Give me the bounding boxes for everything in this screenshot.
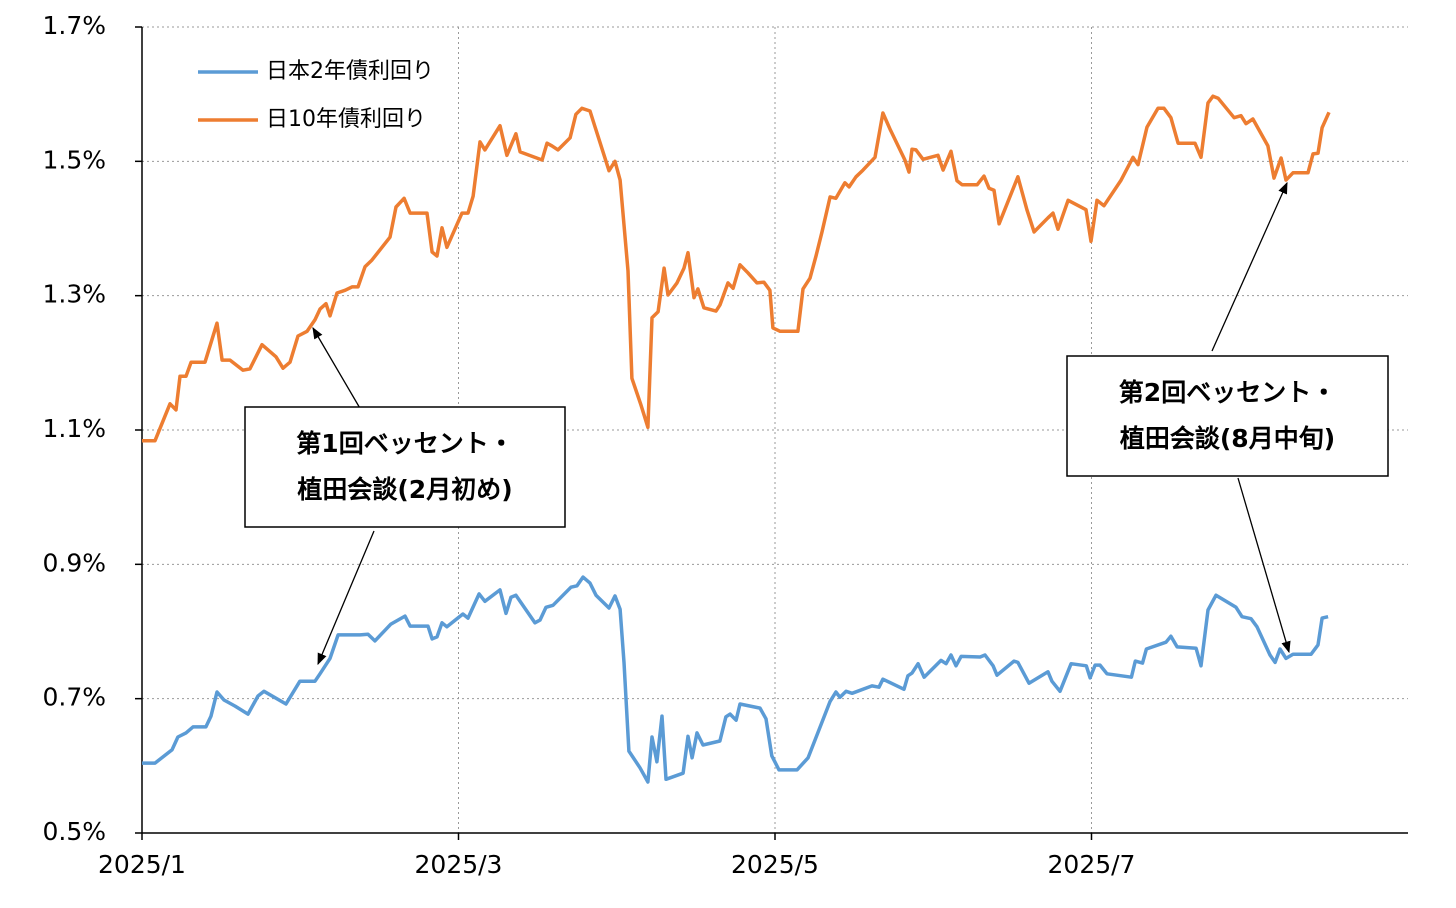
- legend-label: 日10年債利回り: [266, 107, 426, 132]
- y-tick-label: 0.5%: [42, 817, 106, 846]
- annotation-box: [244, 406, 566, 528]
- annotation-text: 第2回ベッセント・: [1119, 378, 1336, 407]
- annotation-arrow: [312, 326, 362, 411]
- annotation-arrow: [1211, 181, 1288, 352]
- y-tick-label: 0.9%: [42, 548, 106, 577]
- grid: 0.5% 0.7% 0.9% 1.1% 1.3% 1.5% 1.7% 2025/1 2025/3…: [42, 11, 1408, 879]
- x-tick-label: 2025/3: [415, 850, 503, 879]
- annotation-text: 植田会談(2月初め): [297, 475, 512, 504]
- annotations: 第1回ベッセント・植田会談(2月初め) 第2回ベッセント・植田会談(8月中旬): [244, 181, 1389, 666]
- x-tick-label: 2025/7: [1048, 850, 1136, 879]
- series-line: [142, 94, 1331, 443]
- annotation-text: 植田会談(8月中旬): [1120, 424, 1335, 453]
- y-tick-label: 1.3%: [42, 280, 106, 309]
- annotation-arrow: [317, 530, 375, 666]
- x-tick-label: 2025/1: [98, 850, 186, 879]
- series-line: [142, 575, 1329, 784]
- y-tick-label: 1.5%: [42, 145, 106, 174]
- legend-label: 日本2年債利回り: [266, 59, 434, 84]
- y-tick-label: 1.1%: [42, 414, 106, 443]
- x-tick-label: 2025/5: [731, 850, 819, 879]
- y-tick-label: 1.7%: [42, 11, 106, 40]
- annotation-box: [1066, 355, 1389, 477]
- annotation-arrow: [1237, 477, 1291, 654]
- y-tick-label: 0.7%: [42, 683, 106, 712]
- annotation-text: 第1回ベッセント・: [296, 429, 513, 458]
